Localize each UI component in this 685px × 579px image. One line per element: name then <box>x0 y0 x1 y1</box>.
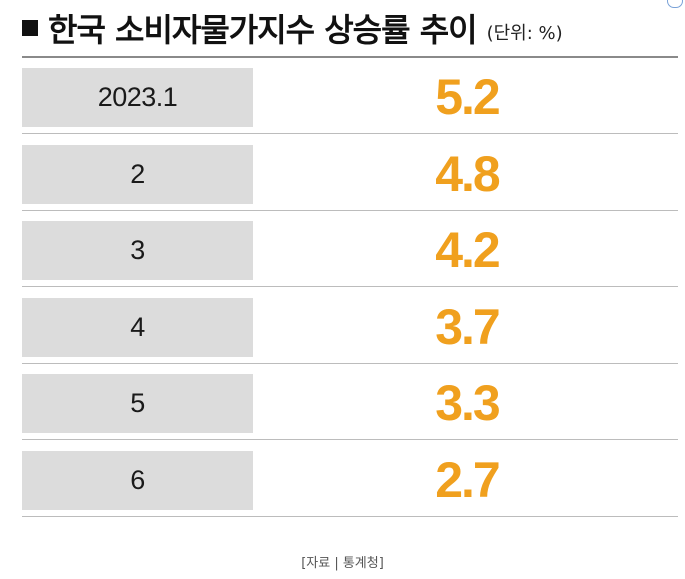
inflation-value: 4.8 <box>435 145 501 202</box>
row-divider <box>22 133 678 134</box>
period-label: 6 <box>22 450 253 510</box>
inflation-value: 5.2 <box>435 69 501 125</box>
table-row: 3 4.2 <box>22 211 678 287</box>
inflation-value: 4.2 <box>435 222 501 278</box>
period-label: 3 <box>22 221 253 280</box>
unit-label: (단위: %) <box>486 23 563 44</box>
period-label: 2023.1 <box>22 68 253 127</box>
title-bullet-square-icon <box>22 20 38 36</box>
table-row: 2 4.8 <box>22 135 678 211</box>
period-label: 5 <box>22 374 253 433</box>
table-top-rule <box>22 56 678 58</box>
row-divider <box>22 362 678 364</box>
inflation-value: 3.7 <box>435 298 501 355</box>
chart-title: 한국 소비자물가지수 상승률 추이 <box>48 11 478 49</box>
inflation-value: 3.3 <box>435 375 501 431</box>
source-note: [자료 | 통계청] <box>301 556 384 571</box>
corner-badge-icon <box>667 0 683 8</box>
inflation-value: 2.7 <box>435 451 501 508</box>
row-divider <box>22 286 678 287</box>
table-row: 6 2.7 <box>22 441 678 517</box>
period-label: 2 <box>22 144 253 204</box>
row-divider <box>22 439 678 440</box>
table-row: 4 3.7 <box>22 288 678 364</box>
period-label: 4 <box>22 297 253 357</box>
row-divider <box>22 209 678 211</box>
row-divider <box>22 515 678 517</box>
chart-title-row: 한국 소비자물가지수 상승률 추이 (단위: %) <box>22 4 563 52</box>
table-row: 5 3.3 <box>22 364 678 440</box>
table-row: 2023.1 5.2 <box>22 58 678 134</box>
